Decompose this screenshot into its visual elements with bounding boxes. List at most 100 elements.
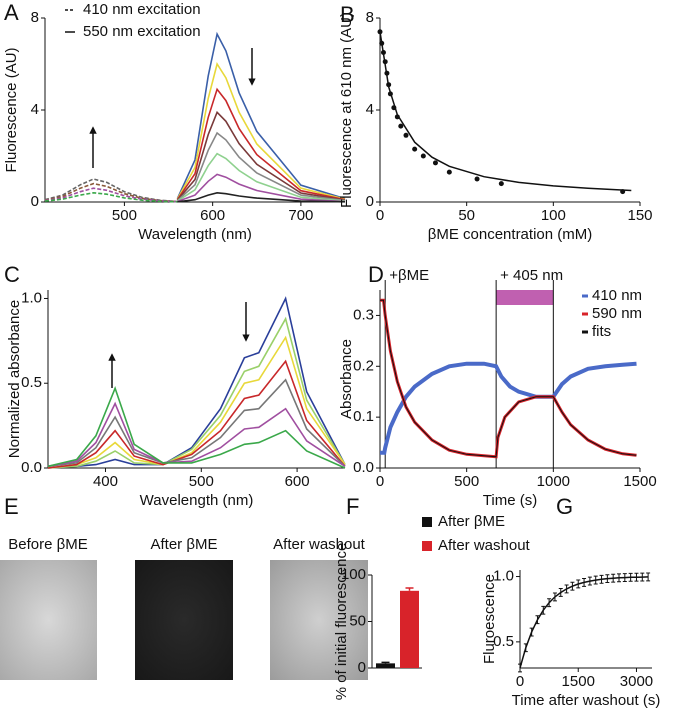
spectrum-line [47, 316, 346, 469]
spectrum-line [47, 401, 346, 468]
error-bar [564, 584, 569, 594]
y-tick-label: 100 [341, 566, 366, 583]
error-bar [523, 643, 528, 653]
error-bar [582, 577, 587, 587]
annotation: +βME [389, 267, 429, 284]
y-tick-label: 0 [31, 193, 39, 210]
error-bar [587, 576, 592, 586]
x-tick-label: 1500 [623, 473, 656, 490]
y-tick-label: 0 [358, 659, 366, 676]
x-tick-label: 0 [376, 473, 384, 490]
spectrum-line [47, 378, 346, 468]
error-bar [634, 572, 639, 582]
legend-label: After βME [438, 513, 505, 530]
error-bar [576, 579, 581, 589]
fit-line [379, 31, 632, 192]
x-axis-label: Time (s) [483, 492, 537, 509]
legend-label: 550 nm excitation [83, 23, 201, 40]
spectrum-line [176, 152, 346, 202]
error-bar [535, 615, 540, 625]
spectrum-line [44, 191, 178, 203]
x-tick-label: 100 [541, 207, 566, 224]
data-point [446, 169, 452, 175]
error-bar [611, 573, 616, 583]
x-axis-label: Wavelength (nm) [140, 492, 254, 509]
y-tick-label: 8 [31, 9, 39, 26]
y-tick-label: 0.3 [353, 306, 374, 323]
data-point [403, 132, 409, 138]
x-tick-label: 150 [627, 207, 652, 224]
x-tick-label: 500 [112, 207, 137, 224]
y-tick-label: 0.5 [21, 374, 42, 391]
y-axis-label: Fluorescence (AU) [3, 47, 20, 172]
y-axis-label: % of initial fluorescence [333, 543, 350, 701]
legend-swatch [422, 517, 432, 527]
y-tick-label: 0.5 [493, 633, 514, 650]
x-tick-label: 500 [454, 473, 479, 490]
x-tick-label: 600 [285, 473, 310, 490]
x-tick-label: 700 [288, 207, 313, 224]
x-tick-label: 0 [376, 207, 384, 224]
spectrum-line [380, 299, 637, 458]
micrograph [0, 560, 97, 680]
spectrum-line [176, 131, 346, 202]
spectrum-line [47, 359, 346, 469]
error-bar [381, 661, 390, 664]
image-label: After βME [151, 536, 218, 553]
y-tick-label: 1.0 [21, 289, 42, 306]
y-tick-label: 50 [349, 612, 366, 629]
error-bar [640, 572, 645, 582]
y-tick-label: 0.0 [353, 459, 374, 476]
error-bar [547, 598, 552, 608]
x-tick-label: 1500 [562, 673, 595, 690]
error-bar [518, 663, 522, 673]
spectrum-line [176, 110, 346, 201]
x-tick-label: 1000 [537, 473, 570, 490]
spectrum-line [47, 386, 346, 469]
data-point [498, 181, 504, 187]
panel-letter: D [368, 262, 384, 287]
error-bar [628, 572, 633, 582]
legend-label: After washout [438, 537, 531, 554]
error-bar [599, 574, 604, 584]
legend-label: 410 nm [592, 287, 642, 304]
data-point [412, 146, 418, 152]
error-bar [558, 588, 563, 597]
error-bar [646, 572, 651, 582]
annotation: + 405 nm [500, 267, 563, 284]
panel-letter: C [4, 262, 20, 287]
panel-letter: E [4, 494, 19, 519]
micrograph [270, 560, 368, 680]
data-point [398, 123, 404, 129]
error-bar [552, 592, 557, 602]
spectrum-line [176, 31, 346, 200]
y-tick-label: 4 [366, 101, 374, 118]
y-axis-label: Fluorescence at 610 nm (AU) [338, 12, 355, 208]
y-tick-label: 0.2 [353, 357, 374, 374]
bar [376, 663, 395, 668]
error-bar [605, 574, 610, 584]
x-tick-label: 600 [200, 207, 225, 224]
y-axis-label: Absorbance [338, 339, 355, 419]
y-tick-label: 8 [366, 9, 374, 26]
x-tick-label: 50 [458, 207, 475, 224]
x-tick-label: 500 [189, 473, 214, 490]
panel-letter: F [346, 494, 359, 519]
image-label: After washout [273, 536, 366, 553]
x-tick-label: 400 [93, 473, 118, 490]
x-axis-label: Wavelength (nm) [138, 226, 252, 243]
error-bar [541, 605, 546, 615]
legend-label: 410 nm excitation [83, 1, 201, 18]
bar [400, 590, 419, 668]
error-bar [593, 575, 598, 585]
error-bar [529, 627, 534, 637]
spectrum-line [176, 62, 346, 200]
panel-letter: A [4, 0, 19, 25]
error-bar [405, 587, 414, 591]
data-point [432, 160, 438, 166]
y-tick-label: 0.1 [353, 408, 374, 425]
y-tick-label: 4 [31, 101, 39, 118]
y-tick-label: 0 [366, 193, 374, 210]
spectrum-line [177, 191, 346, 203]
